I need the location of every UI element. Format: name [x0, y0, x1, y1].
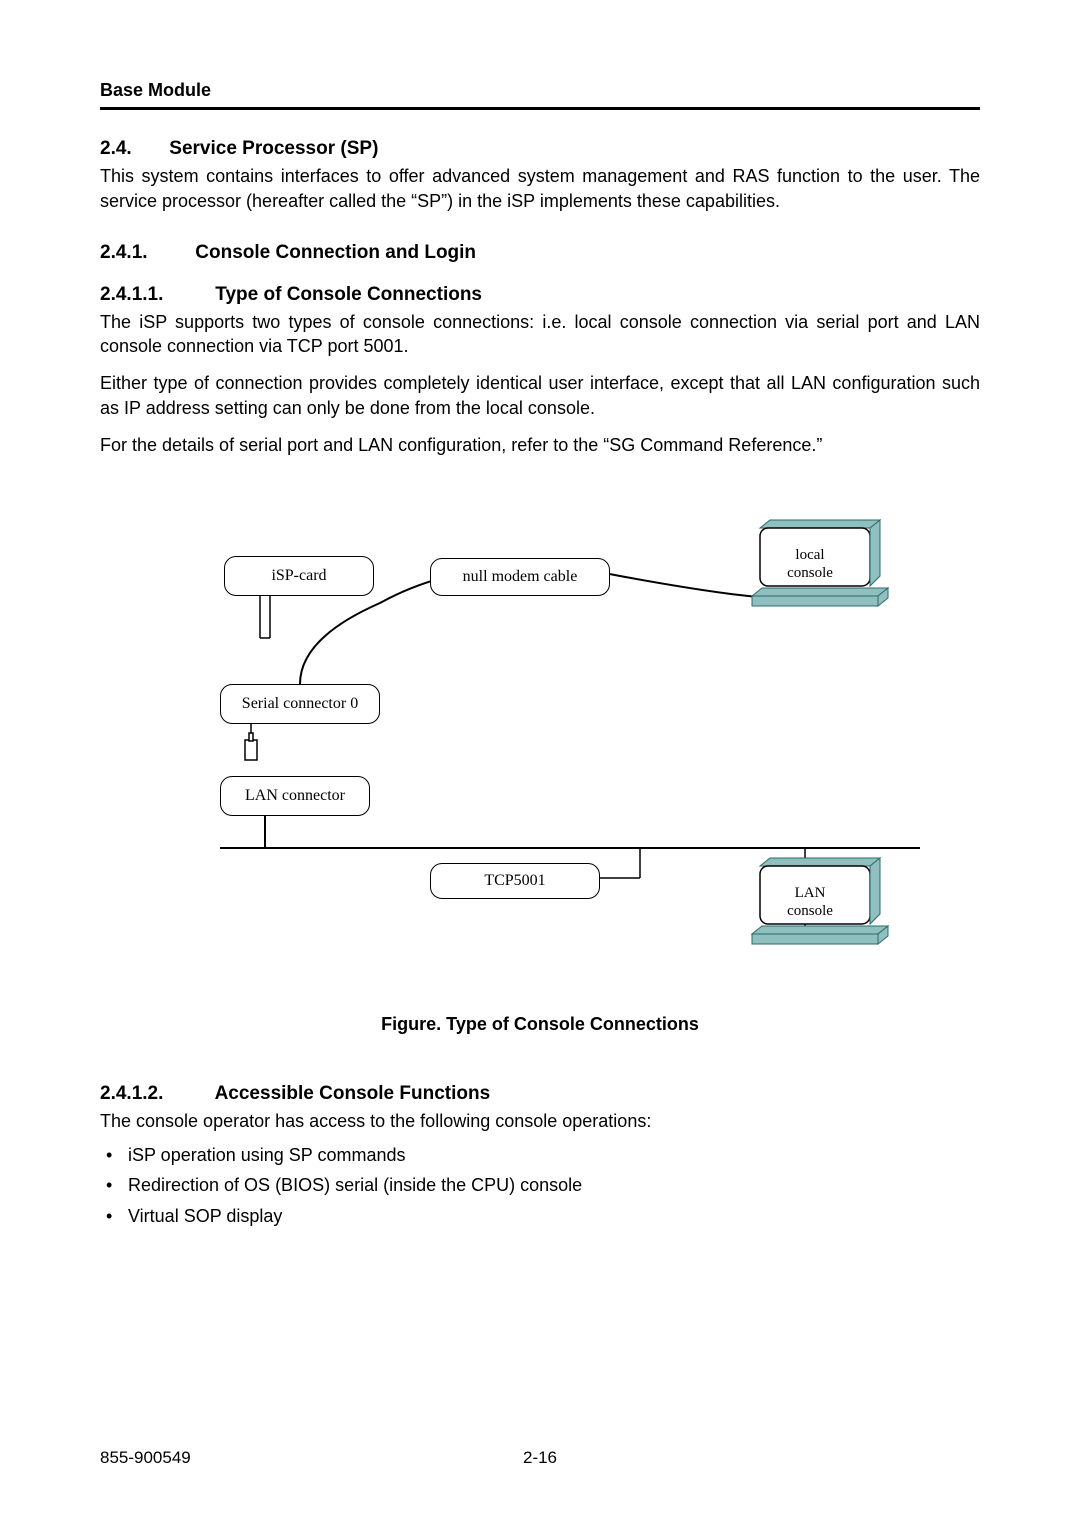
diagram-local-console-label: local console — [765, 546, 855, 582]
p-2411-1: The iSP supports two types of console co… — [100, 310, 980, 360]
diagram-lan-console-label: LAN console — [765, 884, 855, 920]
diagram-local-console: local console — [740, 518, 880, 603]
diagram-serial-label: Serial connector 0 — [242, 695, 358, 713]
diagram-isp-label: iSP-card — [271, 567, 326, 585]
diagram-lan-connector-box: LAN connector — [220, 776, 370, 816]
diagram-isp-card-box: iSP-card — [224, 556, 374, 596]
diagram-null-modem-box: null modem cable — [430, 558, 610, 596]
header-title: Base Module — [100, 80, 980, 101]
diagram-lanconn-label: LAN connector — [245, 787, 345, 805]
list-item: Redirection of OS (BIOS) serial (inside … — [100, 1170, 980, 1201]
p-2411-2: Either type of connection provides compl… — [100, 371, 980, 421]
label-line-1: local — [795, 547, 824, 563]
diagram-nullmodem-label: null modem cable — [463, 568, 578, 586]
section-title: Type of Console Connections — [215, 284, 482, 305]
list-item: iSP operation using SP commands — [100, 1140, 980, 1171]
p-2412-intro: The console operator has access to the f… — [100, 1109, 980, 1134]
figure-caption: Figure. Type of Console Connections — [100, 1014, 980, 1035]
section-2-4-1-1-heading: 2.4.1.1. Type of Console Connections — [100, 284, 980, 306]
figure-console-connections: iSP-card Serial connector 0 LAN connecto… — [100, 518, 980, 1035]
section-2-4-1-heading: 2.4.1. Console Connection and Login — [100, 242, 980, 264]
section-2-4-text: This system contains interfaces to offer… — [100, 164, 980, 214]
section-number: 2.4.1. — [100, 242, 190, 264]
list-item: Virtual SOP display — [100, 1201, 980, 1232]
section-title: Accessible Console Functions — [215, 1083, 491, 1104]
diagram-serial-connector-box: Serial connector 0 — [220, 684, 380, 724]
diagram-lan-console: LAN console — [740, 856, 880, 941]
diagram-tcp-box: TCP5001 — [430, 863, 600, 899]
console-functions-list: iSP operation using SP commands Redirect… — [100, 1140, 980, 1232]
section-number: 2.4.1.1. — [100, 284, 210, 306]
diagram-tcp-label: TCP5001 — [484, 872, 545, 890]
section-title: Service Processor (SP) — [169, 138, 378, 159]
section-title: Console Connection and Login — [195, 242, 476, 263]
label-line-2: console — [787, 565, 833, 581]
p-2411-3: For the details of serial port and LAN c… — [100, 433, 980, 458]
footer-page-number: 2-16 — [0, 1448, 1080, 1468]
diagram: iSP-card Serial connector 0 LAN connecto… — [220, 518, 920, 978]
section-2-4-1-2-heading: 2.4.1.2. Accessible Console Functions — [100, 1083, 980, 1105]
label-line-1: LAN — [795, 885, 826, 901]
section-number: 2.4.1.2. — [100, 1083, 210, 1105]
label-line-2: console — [787, 903, 833, 919]
section-number: 2.4. — [100, 138, 164, 160]
header-rule — [100, 107, 980, 110]
section-2-4-heading: 2.4. Service Processor (SP) — [100, 138, 980, 160]
